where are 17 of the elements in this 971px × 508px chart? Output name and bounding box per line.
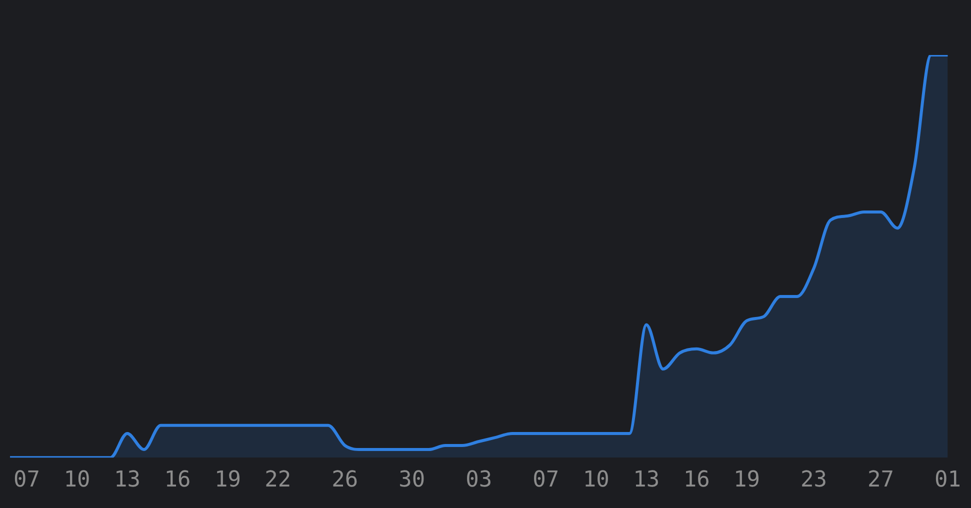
x-tick-label: 23 <box>800 468 828 493</box>
x-tick-label: 30 <box>398 468 426 493</box>
x-tick-label: 13 <box>114 468 140 493</box>
x-tick-label: 16 <box>683 468 710 493</box>
x-tick-label: 26 <box>332 468 358 493</box>
x-tick-label: 10 <box>582 468 610 493</box>
x-tick-label: 27 <box>868 468 894 493</box>
x-tick-label: 19 <box>734 468 760 493</box>
x-tick-label: 03 <box>466 468 492 493</box>
x-tick-label: 01 <box>934 468 962 493</box>
x-tick-label: 07 <box>532 468 560 493</box>
x-tick-label: 10 <box>64 468 90 493</box>
x-tick-label: 16 <box>164 468 191 493</box>
x-tick-label: 07 <box>13 468 40 493</box>
x-tick-label: 13 <box>633 468 660 493</box>
x-tick-label: 19 <box>214 468 241 493</box>
x-tick-label: 22 <box>264 468 292 493</box>
